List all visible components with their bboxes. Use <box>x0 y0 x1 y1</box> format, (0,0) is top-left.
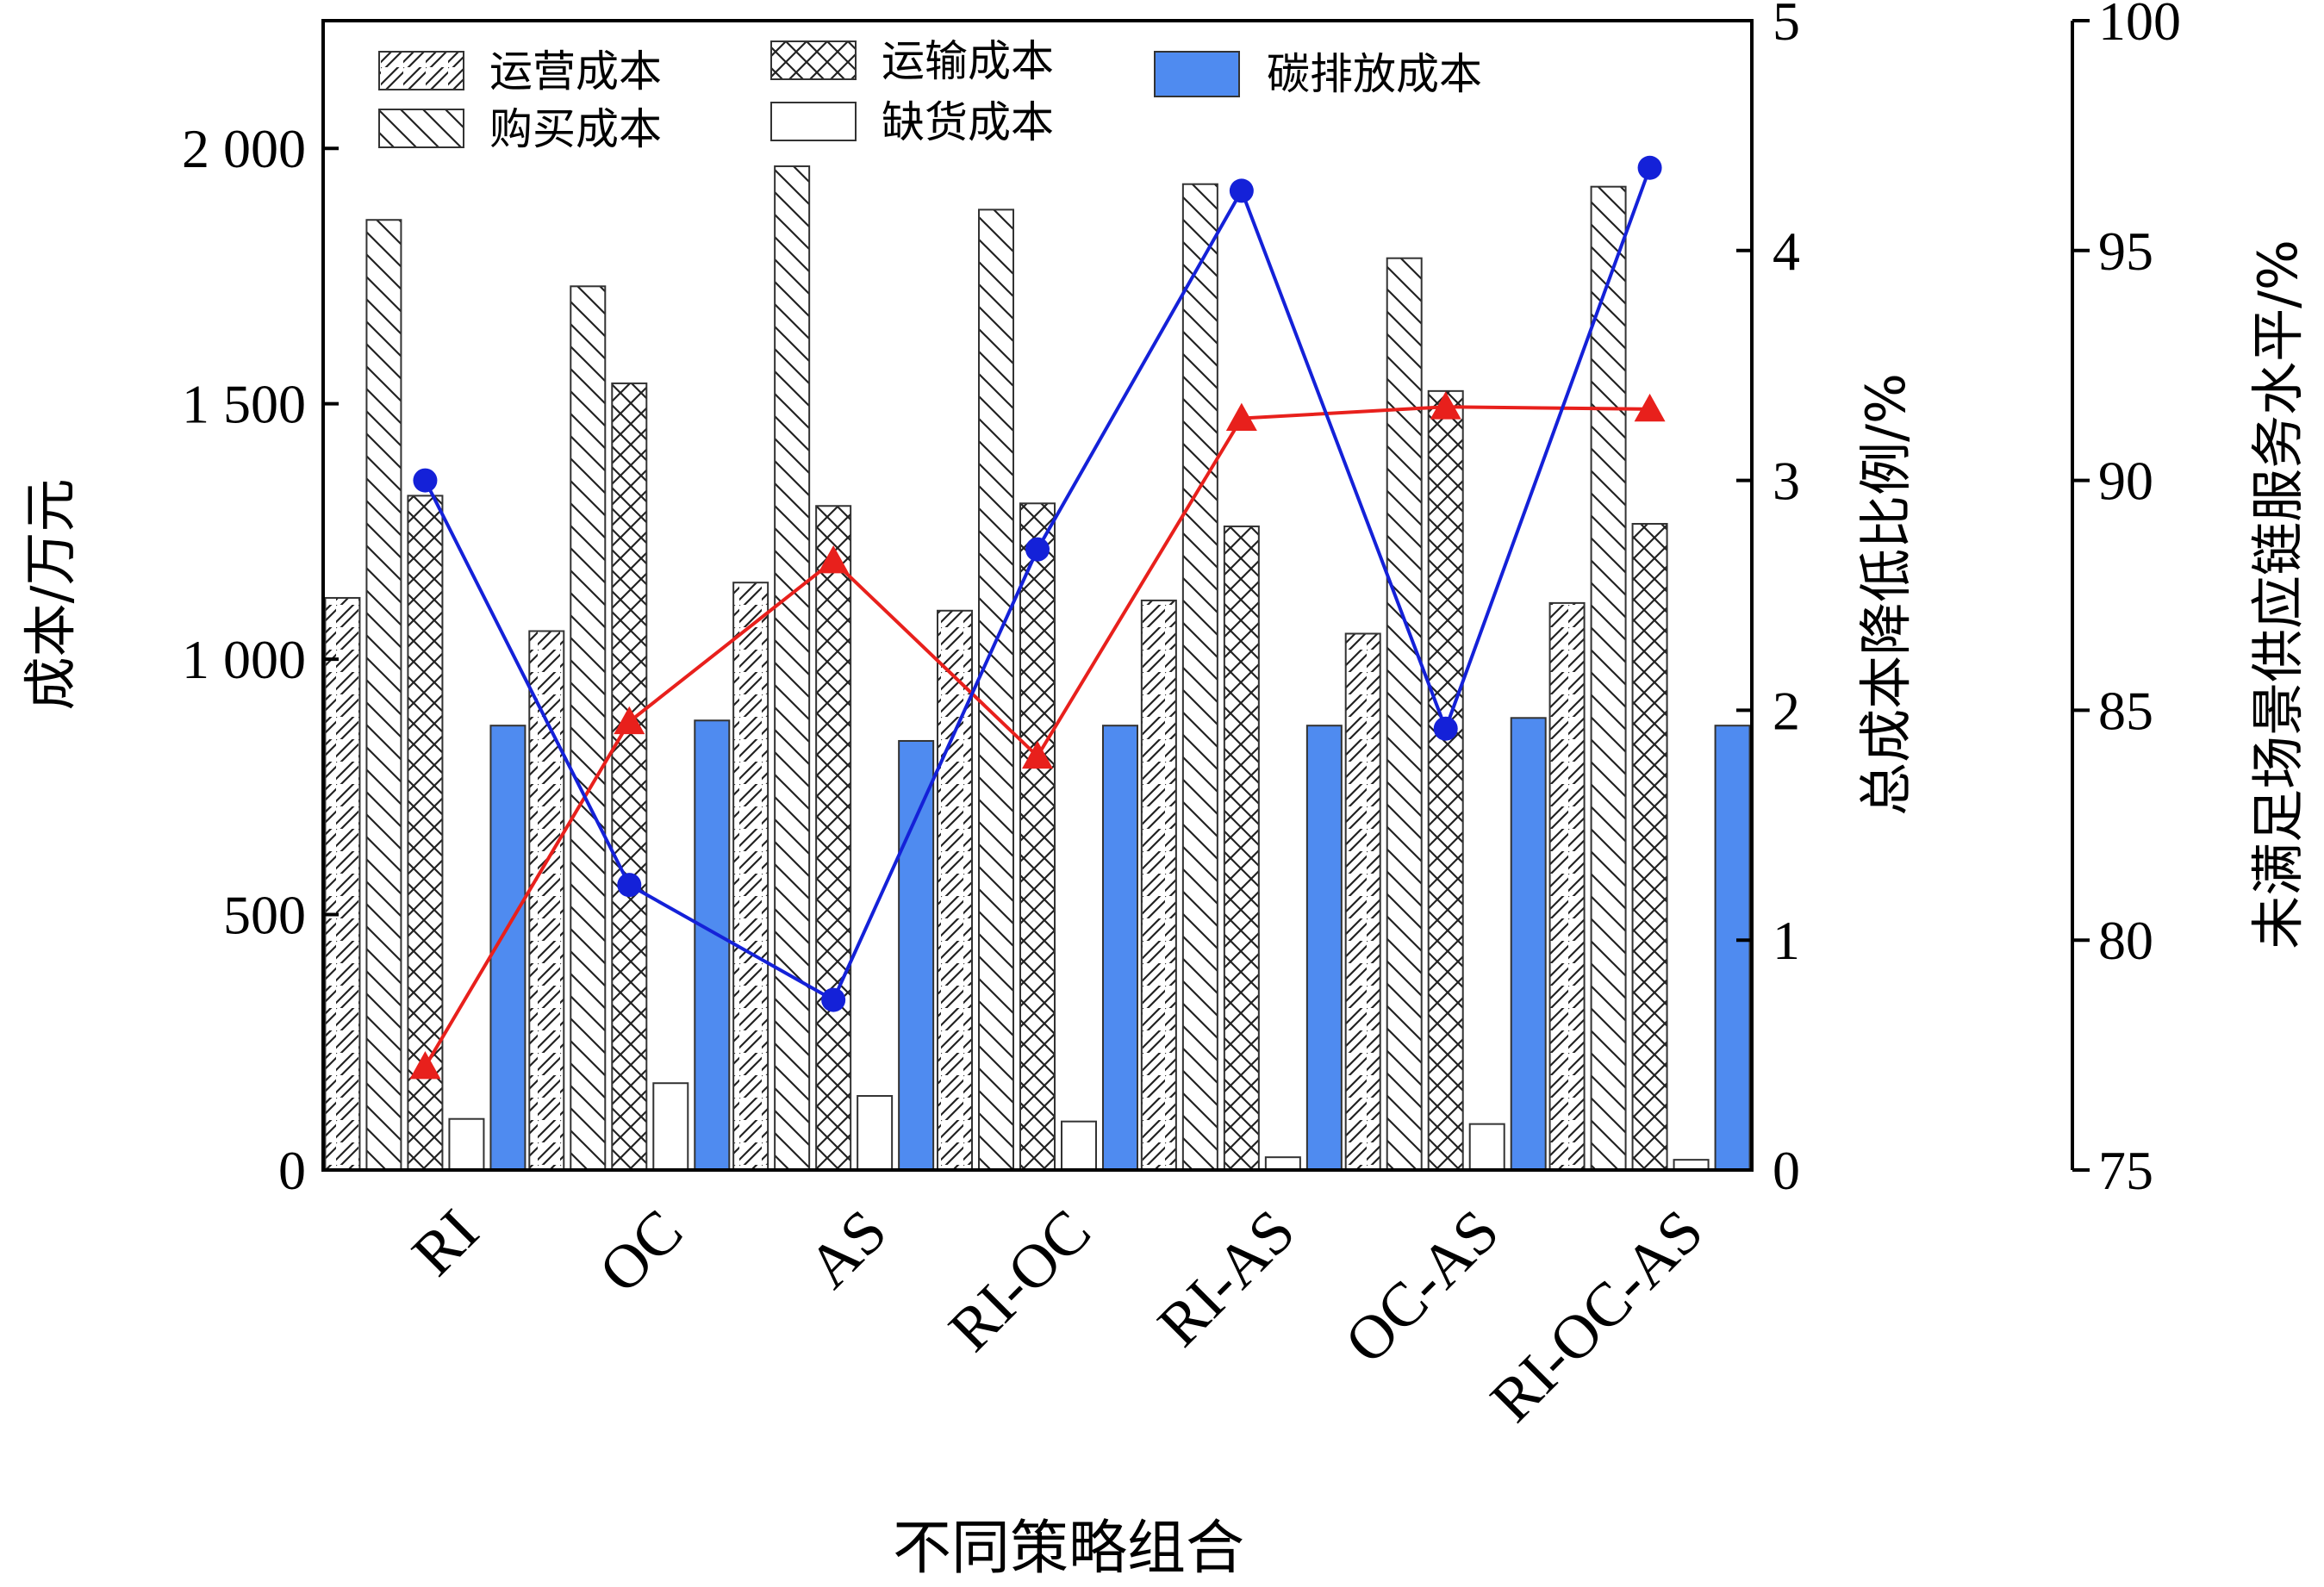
y3-tick-label: 80 <box>2098 910 2153 971</box>
x-tick-label: RI-AS <box>1144 1196 1308 1360</box>
bar-RI-AS-购买成本 <box>1181 183 1218 1171</box>
bar-OC-运营成本 <box>528 630 565 1171</box>
y3-tick-label: 85 <box>2098 680 2153 741</box>
bar-AS-运输成本 <box>815 505 852 1171</box>
y2-axis-title: 总成本降低比例/% <box>1854 373 1917 816</box>
y2-axis-ticks: 0 1 2 3 4 5 <box>1736 0 1800 1201</box>
bar-OC-AS-购买成本 <box>1386 257 1423 1171</box>
y3-tick-label: 100 <box>2098 0 2181 52</box>
bar-RI-OC-碳排放成本 <box>1102 725 1138 1171</box>
bar-RI-OC-购买成本 <box>978 208 1014 1171</box>
bar-RI-OC-AS-运营成本 <box>1548 601 1586 1171</box>
x-tick-label: OC <box>586 1196 695 1305</box>
legend-swatch-carbon <box>1154 51 1240 97</box>
bar-RI-AS-运营成本 <box>1140 599 1177 1171</box>
y3-axis-ticks: 75 80 85 90 95 100 <box>2072 0 2181 1201</box>
legend-swatch-transport <box>770 40 857 80</box>
bar-OC-AS-运输成本 <box>1427 389 1464 1172</box>
y3-tick-label: 90 <box>2098 451 2153 512</box>
legend-label-carbon: 碳排放成本 <box>1267 49 1482 99</box>
bar-RI-缺货成本 <box>448 1117 485 1171</box>
y-tick-label: 1 500 <box>182 374 306 435</box>
x-tick-label: RI <box>399 1196 491 1288</box>
x-tick-label: RI-OC <box>936 1196 1104 1364</box>
bar-RI-AS-缺货成本 <box>1264 1156 1301 1171</box>
x-tick-label: RI-OC-AS <box>1477 1196 1716 1435</box>
plot-frame <box>321 19 1754 1172</box>
marker-未满足场景供应链服务水平-AS <box>821 987 846 1012</box>
y-tick-label: 2 000 <box>182 118 306 179</box>
bar-RI-OC-AS-运输成本 <box>1631 522 1668 1171</box>
y-axis-title: 成本/万元 <box>19 479 82 711</box>
legend-swatch-shortage <box>770 102 857 141</box>
bar-RI-AS-碳排放成本 <box>1305 725 1343 1171</box>
bar-OC-购买成本 <box>570 285 607 1171</box>
legend-label-purchase: 购买成本 <box>489 104 662 154</box>
bar-RI-OC-运输成本 <box>1019 502 1056 1171</box>
y2-tick-label: 5 <box>1773 0 1800 52</box>
marker-总成本降低比例-RI-OC <box>1022 740 1053 769</box>
bar-RI-OC-缺货成本 <box>1061 1120 1097 1171</box>
bar-RI-购买成本 <box>365 219 402 1171</box>
bar-AS-缺货成本 <box>857 1095 894 1172</box>
marker-未满足场景供应链服务水平-RI <box>413 468 438 493</box>
y2-tick-label: 1 <box>1773 910 1800 971</box>
marker-总成本降低比例-RI <box>409 1050 441 1080</box>
legend-label-transport: 运输成本 <box>882 36 1054 86</box>
legend-label-shortage: 缺货成本 <box>882 97 1054 147</box>
marker-总成本降低比例-OC <box>614 706 645 735</box>
marker-未满足场景供应链服务水平-RI-OC <box>1025 537 1050 562</box>
bar-OC-AS-缺货成本 <box>1468 1123 1505 1172</box>
marker-未满足场景供应链服务水平-OC <box>617 873 642 898</box>
y3-axis-title: 未满足场景供应链服务水平/% <box>2246 240 2309 949</box>
y-axis-ticks: 0 500 1 000 1 500 2 000 <box>182 118 339 1201</box>
bar-AS-碳排放成本 <box>898 739 935 1171</box>
marker-未满足场景供应链服务水平-RI-OC-AS <box>1637 155 1662 180</box>
bar-AS-运营成本 <box>732 582 769 1171</box>
y2-tick-label: 2 <box>1773 680 1800 741</box>
y2-tick-label: 0 <box>1773 1140 1800 1201</box>
legend-swatch-operating <box>378 51 464 90</box>
legend-swatch-purchase <box>378 109 464 148</box>
marker-总成本降低比例-RI-AS <box>1225 402 1257 431</box>
x-axis-title: 不同策略组合 <box>893 1515 1244 1583</box>
bars-layer <box>324 165 1751 1172</box>
x-tick-label: AS <box>794 1196 900 1301</box>
bar-RI-OC-AS-碳排放成本 <box>1714 725 1751 1171</box>
y-tick-label: 1 000 <box>182 629 306 690</box>
legend-label-operating: 运营成本 <box>489 47 662 96</box>
marker-总成本降低比例-OC-AS <box>1430 391 1461 420</box>
bar-OC-AS-运营成本 <box>1344 632 1381 1171</box>
legend: 运营成本 购买成本 运输成本 缺货成本 碳排放成本 <box>378 36 1482 154</box>
y3-tick-label: 75 <box>2098 1140 2153 1201</box>
y-tick-label: 0 <box>278 1140 306 1201</box>
bar-RI-AS-运输成本 <box>1223 525 1260 1171</box>
bar-OC-运输成本 <box>611 382 648 1171</box>
bar-OC-缺货成本 <box>652 1082 689 1171</box>
marker-未满足场景供应链服务水平-OC-AS <box>1433 716 1458 741</box>
marker-总成本降低比例-RI-OC-AS <box>1634 393 1666 422</box>
y-tick-label: 500 <box>223 885 306 946</box>
marker-总成本降低比例-AS <box>818 545 850 574</box>
x-tick-label: OC-AS <box>1331 1196 1511 1376</box>
bar-RI-OC-AS-购买成本 <box>1590 185 1627 1172</box>
y3-tick-label: 95 <box>2098 221 2153 282</box>
y2-tick-label: 4 <box>1773 221 1800 282</box>
bar-OC-碳排放成本 <box>694 719 731 1171</box>
bar-OC-AS-碳排放成本 <box>1510 717 1547 1171</box>
bar-RI-运营成本 <box>324 596 361 1171</box>
bar-RI-OC-运营成本 <box>937 609 973 1171</box>
bar-AS-购买成本 <box>774 165 811 1171</box>
y2-tick-label: 3 <box>1773 451 1800 512</box>
lines-layer <box>409 155 1666 1080</box>
marker-未满足场景供应链服务水平-RI-AS <box>1229 178 1254 203</box>
